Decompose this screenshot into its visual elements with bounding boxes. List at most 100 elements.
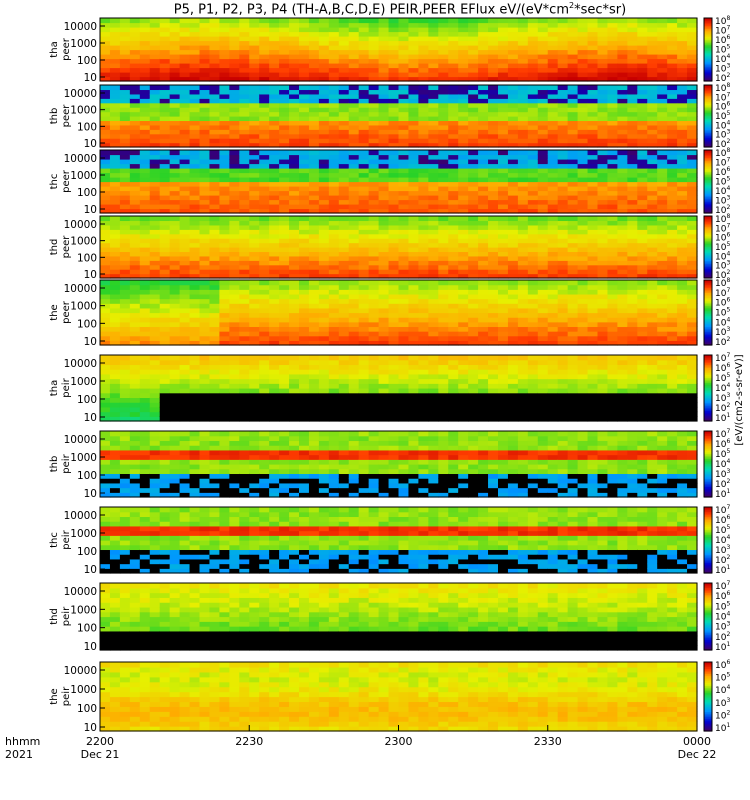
heatmap-cell: [249, 260, 260, 266]
heatmap-cell: [388, 359, 400, 366]
heatmap-cell: [219, 312, 230, 318]
heatmap-cell: [448, 293, 459, 300]
heatmap-cell: [229, 208, 240, 214]
heatmap-cell: [667, 181, 678, 187]
heatmap-cell: [458, 269, 469, 275]
colorbar-cell: [704, 333, 712, 336]
heatmap-cell: [239, 22, 250, 28]
heatmap-cell: [617, 72, 628, 78]
heatmap-cell: [627, 116, 638, 122]
heatmap-cell: [139, 36, 151, 42]
heatmap-cell: [567, 233, 579, 239]
heatmap-cell: [547, 238, 559, 244]
heatmap-cell: [249, 168, 260, 174]
heatmap-cell: [607, 208, 618, 214]
heatmap-cell: [249, 181, 260, 187]
heatmap-cell: [617, 273, 628, 279]
heatmap-cell: [517, 142, 529, 148]
heatmap-cell: [478, 124, 489, 130]
heatmap-cell: [677, 111, 688, 117]
y-tick-label: 100: [77, 121, 97, 133]
heatmap-cell: [587, 45, 599, 51]
heatmap-cell: [507, 303, 519, 309]
heatmap-cell: [279, 378, 290, 384]
heatmap-cell: [269, 224, 280, 230]
heatmap-cell: [557, 98, 569, 104]
heatmap-cell: [577, 63, 589, 69]
heatmap-cell: [159, 298, 171, 304]
heatmap-cell: [279, 269, 290, 275]
heatmap-cell: [428, 289, 439, 295]
colorbar-cell: [704, 94, 712, 97]
heatmap-cell: [199, 312, 211, 318]
heatmap-cell: [109, 124, 121, 130]
heatmap-cell: [109, 163, 121, 169]
colorbar-cell: [704, 286, 712, 289]
heatmap-cell: [527, 340, 539, 346]
heatmap-cell: [109, 251, 121, 257]
heatmap-cell: [149, 335, 161, 341]
heatmap-cell: [129, 284, 141, 290]
heatmap-cell: [418, 186, 429, 192]
heatmap-cell: [418, 208, 429, 214]
heatmap-cell: [507, 312, 519, 318]
heatmap-cell: [219, 40, 230, 46]
heatmap-cell: [348, 359, 360, 366]
heatmap-cell: [488, 107, 499, 113]
heatmap-cell: [687, 220, 698, 226]
heatmap-cell: [428, 224, 439, 230]
heatmap-cell: [328, 260, 340, 266]
heatmap-cell: [468, 298, 479, 304]
heatmap-cell: [149, 264, 161, 270]
heatmap-cell: [607, 76, 618, 82]
heatmap-cell: [667, 18, 678, 24]
heatmap-cell: [249, 116, 260, 122]
heatmap-cell: [418, 49, 429, 55]
heatmap-cell: [139, 312, 151, 318]
heatmap-cell: [537, 298, 549, 304]
heatmap-cell: [468, 45, 479, 51]
heatmap-cell: [388, 204, 400, 210]
heatmap-cell: [279, 373, 290, 380]
heatmap-cell: [199, 331, 211, 337]
heatmap-cell: [239, 355, 250, 361]
heatmap-cell: [149, 340, 161, 346]
heatmap-cell: [647, 216, 658, 222]
heatmap-cell: [259, 31, 270, 37]
colorbar-cell: [704, 128, 712, 131]
heatmap-cell: [328, 383, 340, 389]
heatmap-cell: [209, 397, 220, 403]
heatmap-cell: [129, 186, 141, 192]
heatmap-cell: [507, 264, 519, 270]
heatmap-cell: [308, 369, 320, 375]
heatmap-cell: [657, 326, 668, 332]
heatmap-cell: [677, 264, 688, 270]
heatmap-cell: [209, 31, 220, 37]
heatmap-cell: [179, 229, 191, 235]
colorbar-cell: [704, 151, 712, 154]
heatmap-cell: [418, 129, 429, 135]
heatmap-cell: [587, 142, 599, 148]
colorbar-cell: [704, 46, 712, 49]
heatmap-cell: [179, 260, 191, 266]
heatmap-cell: [567, 138, 579, 144]
heatmap-cell: [269, 388, 280, 394]
colorbar-cell: [704, 76, 712, 79]
heatmap-cell: [627, 186, 638, 192]
heatmap-cell: [418, 255, 429, 261]
heatmap-cell: [358, 317, 370, 323]
heatmap-cell: [617, 298, 628, 304]
heatmap-cell: [209, 321, 220, 328]
heatmap-cell: [607, 98, 618, 104]
heatmap-cell: [219, 326, 230, 332]
heatmap-cell: [318, 411, 330, 417]
heatmap-cell: [438, 72, 449, 78]
heatmap-cell: [498, 204, 509, 210]
heatmap-cell: [279, 229, 290, 235]
heatmap-cell: [557, 163, 569, 169]
heatmap-cell: [358, 190, 370, 196]
heatmap-cell: [318, 317, 330, 323]
heatmap-cell: [647, 273, 658, 279]
heatmap-cell: [299, 93, 310, 99]
heatmap-cell: [328, 369, 340, 375]
